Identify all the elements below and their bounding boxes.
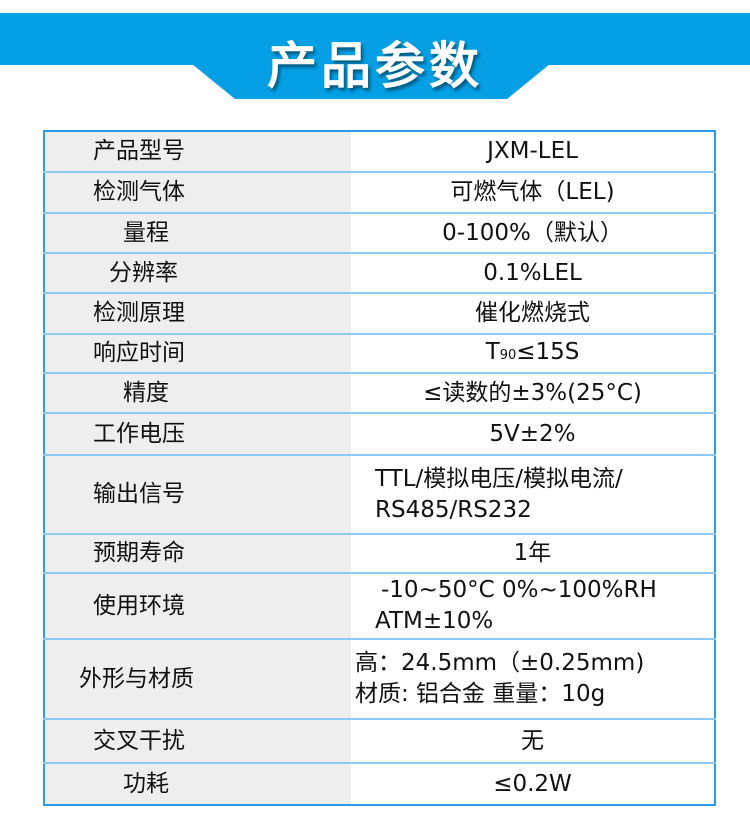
table-row: 分辨率 0.1%LEL bbox=[44, 253, 715, 294]
row-value: JXM-LEL bbox=[351, 131, 715, 173]
table-row: 交叉干扰无 bbox=[44, 719, 715, 764]
table-row: 量程 0-100%（默认） bbox=[44, 213, 715, 254]
row-label: 功耗 bbox=[44, 763, 351, 805]
row-label: 输出信号 bbox=[44, 455, 351, 535]
row-label: 产品型号 bbox=[44, 131, 351, 173]
table-row: 预期寿命 1年 bbox=[44, 534, 715, 574]
row-value: ≤读数的±3%(25°C) bbox=[351, 373, 715, 414]
row-value: ≤0.2W bbox=[351, 763, 715, 805]
row-label: 外形与材质 bbox=[44, 639, 351, 720]
table-row: 检测气体 可燃气体（LEL) bbox=[44, 172, 715, 214]
row-value: TTL/模拟电压/模拟电流/RS485/RS232 bbox=[351, 455, 715, 535]
row-value: 0.1%LEL bbox=[351, 253, 715, 294]
table-row: 功耗 ≤0.2W bbox=[44, 763, 715, 805]
row-label: 检测气体 bbox=[44, 172, 351, 214]
row-label: 量程 bbox=[44, 213, 351, 254]
row-value: 催化燃烧式 bbox=[351, 293, 715, 335]
table-row: 外形与材质 高：24.5mm（±0.25mm) 材质: 铝合金 重量：10g bbox=[44, 639, 715, 720]
row-label: 检测原理 bbox=[44, 293, 351, 335]
table-row: 工作电压 5V±2% bbox=[44, 413, 715, 456]
page-title: 产品参数 bbox=[267, 37, 483, 95]
row-value: 5V±2% bbox=[351, 413, 715, 456]
row-label: 响应时间 bbox=[44, 334, 351, 374]
row-label: 使用环境 bbox=[44, 573, 351, 640]
row-label: 精度 bbox=[44, 373, 351, 414]
table-row: 使用环境 -10~50°C 0%~100%RH ATM±10% bbox=[44, 573, 715, 640]
table-row: 检测原理 催化燃烧式 bbox=[44, 293, 715, 335]
spec-table: 产品型号 JXM-LEL 检测气体 可燃气体（LEL) 量程 0-100%（默认） 分… bbox=[43, 130, 716, 806]
row-value: 1年 bbox=[351, 534, 715, 574]
row-label: 交叉干扰 bbox=[44, 719, 351, 764]
row-value: -10~50°C 0%~100%RH ATM±10% bbox=[351, 573, 715, 640]
table-row: 输出信号 TTL/模拟电压/模拟电流/RS485/RS232 bbox=[44, 455, 715, 535]
row-value: 无 bbox=[351, 719, 715, 764]
row-value: 高：24.5mm（±0.25mm) 材质: 铝合金 重量：10g bbox=[351, 639, 715, 720]
row-label: 工作电压 bbox=[44, 413, 351, 456]
row-label: 预期寿命 bbox=[44, 534, 351, 574]
table-row: 产品型号 JXM-LEL bbox=[44, 131, 715, 173]
header-band bbox=[0, 13, 750, 65]
row-label: 分辨率 bbox=[44, 253, 351, 294]
table-row: 精度 ≤读数的±3%(25°C) bbox=[44, 373, 715, 414]
table-row: 响应时间 T90≤15S bbox=[44, 334, 715, 374]
row-value: 0-100%（默认） bbox=[351, 213, 715, 254]
row-value: T90≤15S bbox=[351, 334, 715, 374]
row-value: 可燃气体（LEL) bbox=[351, 172, 715, 214]
header-tab-shape bbox=[192, 64, 550, 99]
